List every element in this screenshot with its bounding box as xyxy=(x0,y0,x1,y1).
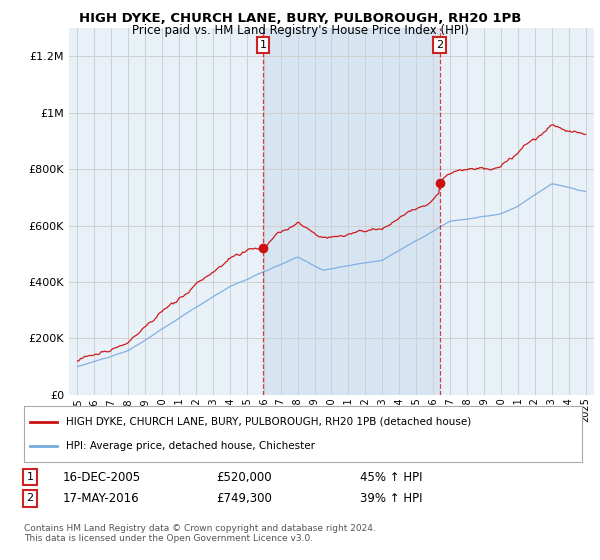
Text: 1: 1 xyxy=(260,40,266,50)
Text: 2: 2 xyxy=(26,493,34,503)
Bar xyxy=(263,28,440,395)
Text: 2: 2 xyxy=(436,40,443,50)
Text: £749,300: £749,300 xyxy=(216,492,272,505)
Text: 17-MAY-2016: 17-MAY-2016 xyxy=(63,492,140,505)
Text: HIGH DYKE, CHURCH LANE, BURY, PULBOROUGH, RH20 1PB: HIGH DYKE, CHURCH LANE, BURY, PULBOROUGH… xyxy=(79,12,521,25)
Text: 39% ↑ HPI: 39% ↑ HPI xyxy=(360,492,422,505)
Text: 1: 1 xyxy=(26,472,34,482)
Text: 16-DEC-2005: 16-DEC-2005 xyxy=(63,470,141,484)
Text: 45% ↑ HPI: 45% ↑ HPI xyxy=(360,470,422,484)
Text: HPI: Average price, detached house, Chichester: HPI: Average price, detached house, Chic… xyxy=(66,441,315,451)
Text: Price paid vs. HM Land Registry's House Price Index (HPI): Price paid vs. HM Land Registry's House … xyxy=(131,24,469,36)
Text: Contains HM Land Registry data © Crown copyright and database right 2024.
This d: Contains HM Land Registry data © Crown c… xyxy=(24,524,376,543)
Text: HIGH DYKE, CHURCH LANE, BURY, PULBOROUGH, RH20 1PB (detached house): HIGH DYKE, CHURCH LANE, BURY, PULBOROUGH… xyxy=(66,417,471,427)
Text: £520,000: £520,000 xyxy=(216,470,272,484)
